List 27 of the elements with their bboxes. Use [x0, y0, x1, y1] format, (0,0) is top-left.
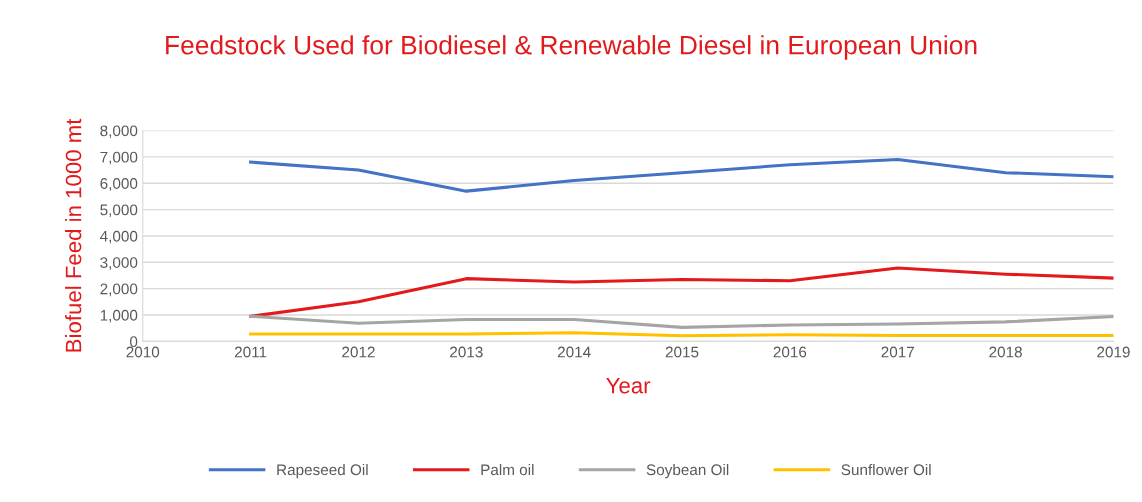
x-axis-title: Year	[606, 377, 651, 394]
x-tick-label: 2013	[450, 346, 483, 358]
y-tick-label: 1,000	[100, 309, 138, 323]
x-tick-label: 2010	[126, 346, 160, 358]
x-tick-label: 2019	[1097, 346, 1130, 358]
y-tick-label: 8,000	[100, 125, 138, 139]
x-tick-label: 2012	[342, 346, 375, 358]
y-axis-title: Biofuel Feed in 1000 mt	[65, 118, 82, 352]
y-tick-label: 6,000	[100, 178, 138, 191]
x-tick-label: 2018	[989, 346, 1022, 358]
chart-title: Feedstock Used for Biodiesel & Renewable Diesel in European Union	[166, 35, 977, 60]
legend-label: Rapeseed Oil	[277, 463, 368, 479]
y-tick-label: 5,000	[100, 204, 138, 218]
y-tick-label: 3,000	[100, 257, 138, 270]
x-tick-label: 2017	[881, 346, 914, 358]
line-series	[249, 157, 1114, 193]
legend-label: Palm oil	[481, 463, 534, 476]
y-tick-label: 2,000	[100, 283, 138, 297]
legend-label: Sunflower Oil	[841, 463, 931, 476]
x-tick-label: 2011	[234, 346, 267, 358]
x-tick-label: 2014	[557, 346, 591, 358]
legend-label: Soybean Oil	[646, 463, 729, 479]
x-tick-label: 2016	[773, 346, 807, 358]
y-tick-label: 4,000	[100, 230, 138, 244]
line-series	[249, 314, 1114, 329]
y-tick-label: 7,000	[100, 151, 138, 165]
x-tick-label: 2015	[665, 346, 699, 358]
